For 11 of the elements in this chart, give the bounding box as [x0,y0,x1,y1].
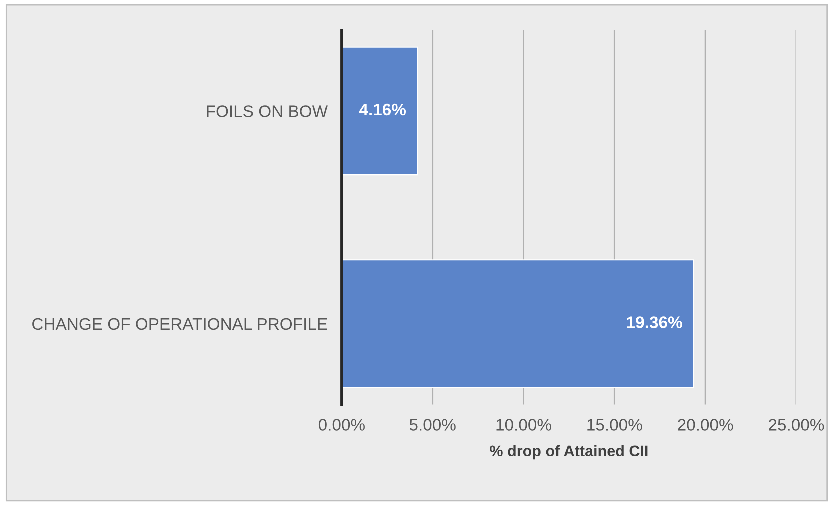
x-tick-label: 20.00% [678,419,734,431]
y-tick-label: CHANGE OF OPERATIONAL PROFILE [32,318,328,330]
x-tick-label: 25.00% [769,419,824,431]
x-axis-title: % drop of Attained CII [490,445,648,460]
data-label: 19.36% [627,316,682,328]
x-tick-label: 5.00% [410,419,456,431]
x-tick-label: 15.00% [588,419,642,431]
x-tick-label: 10.00% [496,419,552,431]
x-tick-label: 0.00% [318,419,365,431]
y-tick-label: FOILS ON BOW [207,106,328,118]
data-label: 4.16% [359,104,406,116]
